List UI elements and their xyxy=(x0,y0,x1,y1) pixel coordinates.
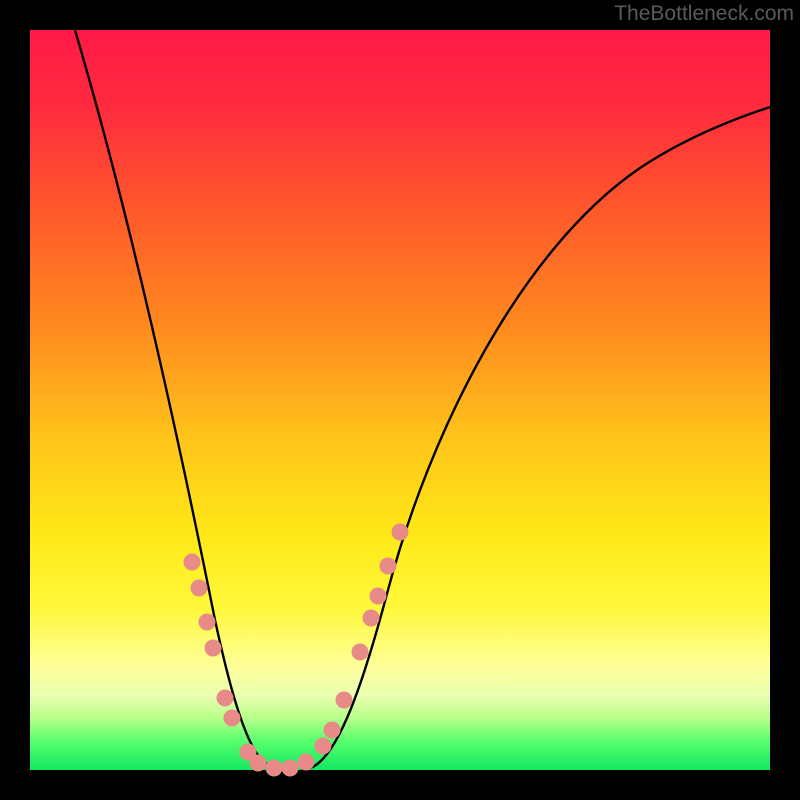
data-marker xyxy=(217,690,234,707)
data-marker xyxy=(224,710,241,727)
data-marker xyxy=(205,640,222,657)
data-marker xyxy=(199,614,216,631)
data-marker xyxy=(315,738,332,755)
data-marker xyxy=(282,760,299,777)
data-marker xyxy=(370,588,387,605)
data-marker xyxy=(324,722,341,739)
bottleneck-curve-chart xyxy=(0,0,800,800)
data-marker xyxy=(298,754,315,771)
chart-frame: TheBottleneck.com xyxy=(0,0,800,800)
data-marker xyxy=(266,760,283,777)
data-marker xyxy=(380,558,397,575)
data-marker xyxy=(363,610,380,627)
chart-gradient-bg xyxy=(30,30,770,770)
data-marker xyxy=(336,692,353,709)
watermark-text: TheBottleneck.com xyxy=(614,2,794,26)
data-marker xyxy=(191,580,208,597)
data-marker xyxy=(352,644,369,661)
data-marker xyxy=(392,524,409,541)
data-marker xyxy=(184,554,201,571)
data-marker xyxy=(250,755,267,772)
